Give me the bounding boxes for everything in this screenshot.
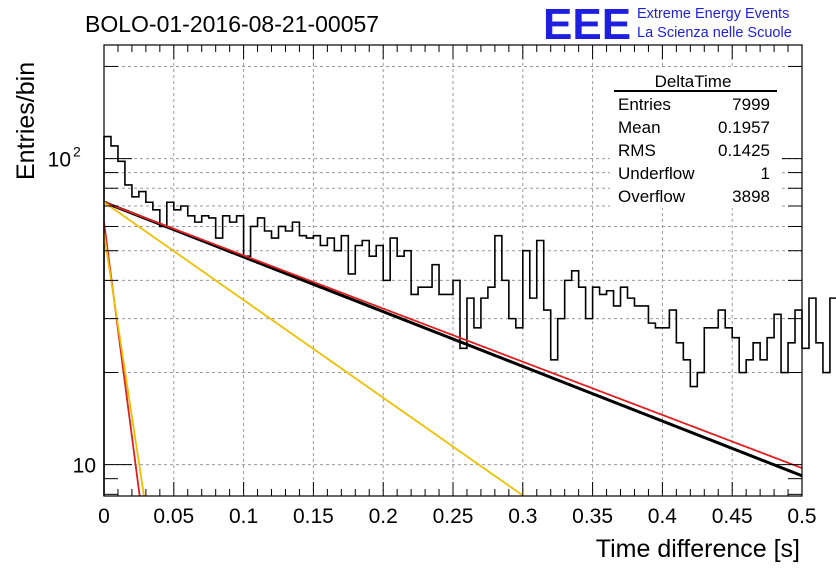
tick-labels: 0 0.05 0.1 0.15 0.2 0.25 0.3 0.35 0.4 0.45 0.51010…: [48, 144, 817, 528]
stat-value-entries: 7999: [732, 95, 770, 114]
stats-title: DeltaTime: [655, 72, 732, 91]
x-axis-label: Time difference [s]: [596, 535, 800, 563]
x-tick-label: 0.45: [712, 505, 753, 528]
axis-ticks: [103, 45, 803, 496]
x-tick-label: 0.35: [572, 505, 613, 528]
stat-label-mean: Mean: [618, 118, 661, 137]
fit-curves: [104, 200, 802, 496]
x-tick-label: 0.4: [648, 505, 678, 528]
eee-logo: EEE: [543, 0, 631, 49]
histogram-series: [103, 135, 836, 496]
y-tick-label: 10: [48, 149, 71, 172]
x-tick-label: 0.1: [229, 505, 258, 528]
x-tick-label: 0.5: [787, 505, 816, 528]
x-tick-label: 0.2: [369, 505, 398, 528]
stats-box: DeltaTime Entries 7999 Mean 0.1957 RMS 0…: [610, 68, 782, 208]
stat-label-entries: Entries: [618, 95, 671, 114]
total-fit-curve: [104, 200, 802, 478]
stat-label-underflow: Underflow: [618, 164, 695, 183]
x-tick-label: 0.3: [508, 505, 537, 528]
stat-value-overflow: 3898: [732, 187, 770, 206]
plot-title: BOLO-01-2016-08-21-00057: [85, 11, 379, 37]
histogram-outline: [103, 135, 836, 496]
x-tick-label: 0.15: [293, 505, 334, 528]
x-tick-label: 0: [98, 505, 110, 528]
y-tick-label: 10: [73, 455, 96, 478]
y-axis-label: Entries/bin: [12, 62, 40, 180]
stat-value-mean: 0.1957: [718, 118, 770, 137]
x-tick-label: 0.25: [433, 505, 474, 528]
stat-value-rms: 0.1425: [718, 141, 770, 160]
component-curve-1: [104, 201, 802, 469]
stat-value-underflow: 1: [761, 164, 770, 183]
stat-label-rms: RMS: [618, 141, 656, 160]
x-tick-label: 0.05: [153, 505, 194, 528]
stat-label-overflow: Overflow: [618, 187, 686, 206]
component-curve-2: [104, 201, 526, 496]
org-subtitle: La Scienza nelle Scuole: [637, 25, 792, 41]
y-tick-label-exponent: 2: [73, 144, 81, 160]
component-curve-4: [104, 233, 145, 496]
org-name: Extreme Energy Events: [637, 6, 789, 22]
